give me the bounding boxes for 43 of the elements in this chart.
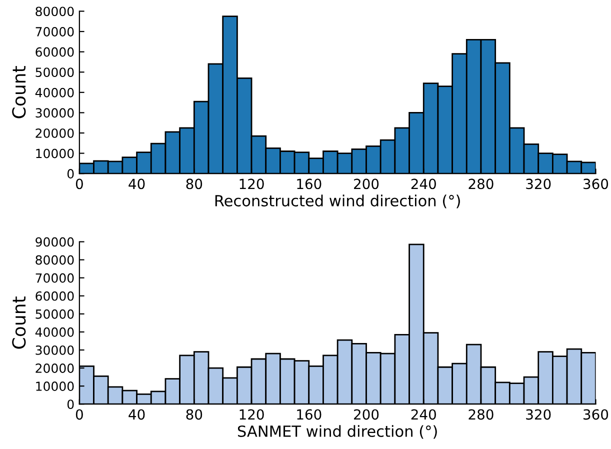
y-tick-label: 10000 <box>36 148 74 158</box>
x-tick-label: 200 <box>354 409 379 420</box>
x-tick-label: 200 <box>354 178 379 190</box>
y-tick-label: 20000 <box>36 363 74 373</box>
x-axis-title: Reconstructed wind direction (°) <box>215 194 460 208</box>
x-tick-label: 240 <box>411 409 436 420</box>
y-tick-label: 30000 <box>36 345 74 355</box>
x-tick-label: 320 <box>526 178 551 190</box>
y-tick-label: 90000 <box>36 237 74 247</box>
y-tick-label: 60000 <box>36 47 74 57</box>
x-tick-label: 160 <box>297 178 322 190</box>
x-tick-label: 120 <box>240 178 264 190</box>
y-tick-label: 50000 <box>36 68 74 78</box>
x-tick-label: 40 <box>128 178 145 190</box>
x-tick-label: 80 <box>186 178 202 190</box>
x-tick-label: 280 <box>468 409 494 420</box>
y-tick-label: 70000 <box>36 273 74 283</box>
y-tick-label: 10000 <box>36 382 74 391</box>
x-tick-label: 360 <box>584 178 608 190</box>
x-tick-label: 280 <box>468 178 494 190</box>
x-tick-label: 0 <box>76 178 83 190</box>
y-tick-label: 60000 <box>36 291 74 301</box>
y-axis-title: Count <box>12 66 26 118</box>
y-tick-label: 80000 <box>36 255 74 265</box>
x-tick-label: 240 <box>411 178 436 190</box>
y-tick-label: 50000 <box>36 309 74 319</box>
y-tick-label: 0 <box>67 169 74 178</box>
x-tick-label: 160 <box>297 409 322 420</box>
y-axis-title: Count <box>12 296 26 349</box>
y-tick-label: 70000 <box>36 26 74 36</box>
y-tick-label: 40000 <box>35 327 74 337</box>
x-axis-title: SANMET wind direction (°) <box>238 425 437 439</box>
x-tick-label: 80 <box>186 409 202 420</box>
y-tick-label: 30000 <box>36 108 74 118</box>
y-tick-label: 20000 <box>36 128 74 138</box>
x-tick-label: 360 <box>584 409 608 420</box>
x-tick-label: 0 <box>76 409 83 420</box>
x-tick-label: 320 <box>526 409 551 420</box>
y-tick-label: 0 <box>67 400 74 410</box>
y-tick-label: 40000 <box>35 88 74 98</box>
x-tick-label: 40 <box>128 409 145 420</box>
y-tick-label: 80000 <box>36 6 74 16</box>
x-tick-label: 120 <box>240 409 264 420</box>
